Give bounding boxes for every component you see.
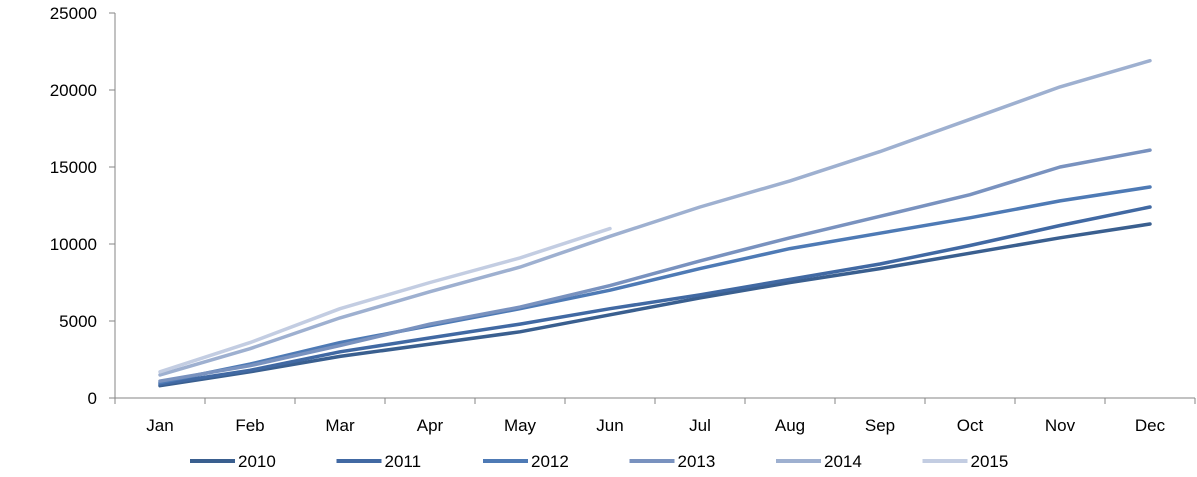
x-tick-label: Aug (775, 416, 805, 435)
x-tick-label: Oct (957, 416, 984, 435)
x-tick-label: Apr (417, 416, 444, 435)
y-tick-label: 0 (88, 389, 97, 408)
x-tick-label: Jan (146, 416, 173, 435)
y-tick-label: 5000 (59, 312, 97, 331)
legend-label-2015: 2015 (971, 452, 1009, 471)
series-line-2014 (158, 58, 1152, 377)
y-tick-label: 10000 (50, 235, 97, 254)
legend-label-2013: 2013 (678, 452, 716, 471)
x-tick-label: Mar (325, 416, 355, 435)
legend-label-2011: 2011 (385, 452, 422, 471)
y-tick-label: 25000 (50, 4, 97, 23)
legend-label-2010: 2010 (238, 452, 276, 471)
x-tick-label: May (504, 416, 537, 435)
legend: 2010 2011 2012 2013 2014 2015 (190, 452, 1008, 471)
x-tick-label: Jun (596, 416, 623, 435)
series-line-2013 (158, 148, 1152, 383)
x-tick-label: Feb (235, 416, 264, 435)
series-line-2011 (158, 205, 1152, 386)
legend-label-2012: 2012 (531, 452, 569, 471)
legend-label-2014: 2014 (824, 452, 862, 471)
x-tick-label: Dec (1135, 416, 1166, 435)
y-tick-label: 20000 (50, 81, 97, 100)
y-tick-label: 15000 (50, 158, 97, 177)
x-tick-label: Jul (689, 416, 711, 435)
series-line-2015 (158, 226, 612, 374)
series-line-2010 (158, 222, 1152, 388)
series-line-2012 (158, 185, 1152, 385)
x-tick-label: Sep (865, 416, 895, 435)
plot-lines (158, 58, 1152, 388)
chart-axes: 0 5000 10000 15000 20000 25000 Jan Feb Mar Apr May… (50, 4, 1196, 435)
x-tick-label: Nov (1045, 416, 1076, 435)
